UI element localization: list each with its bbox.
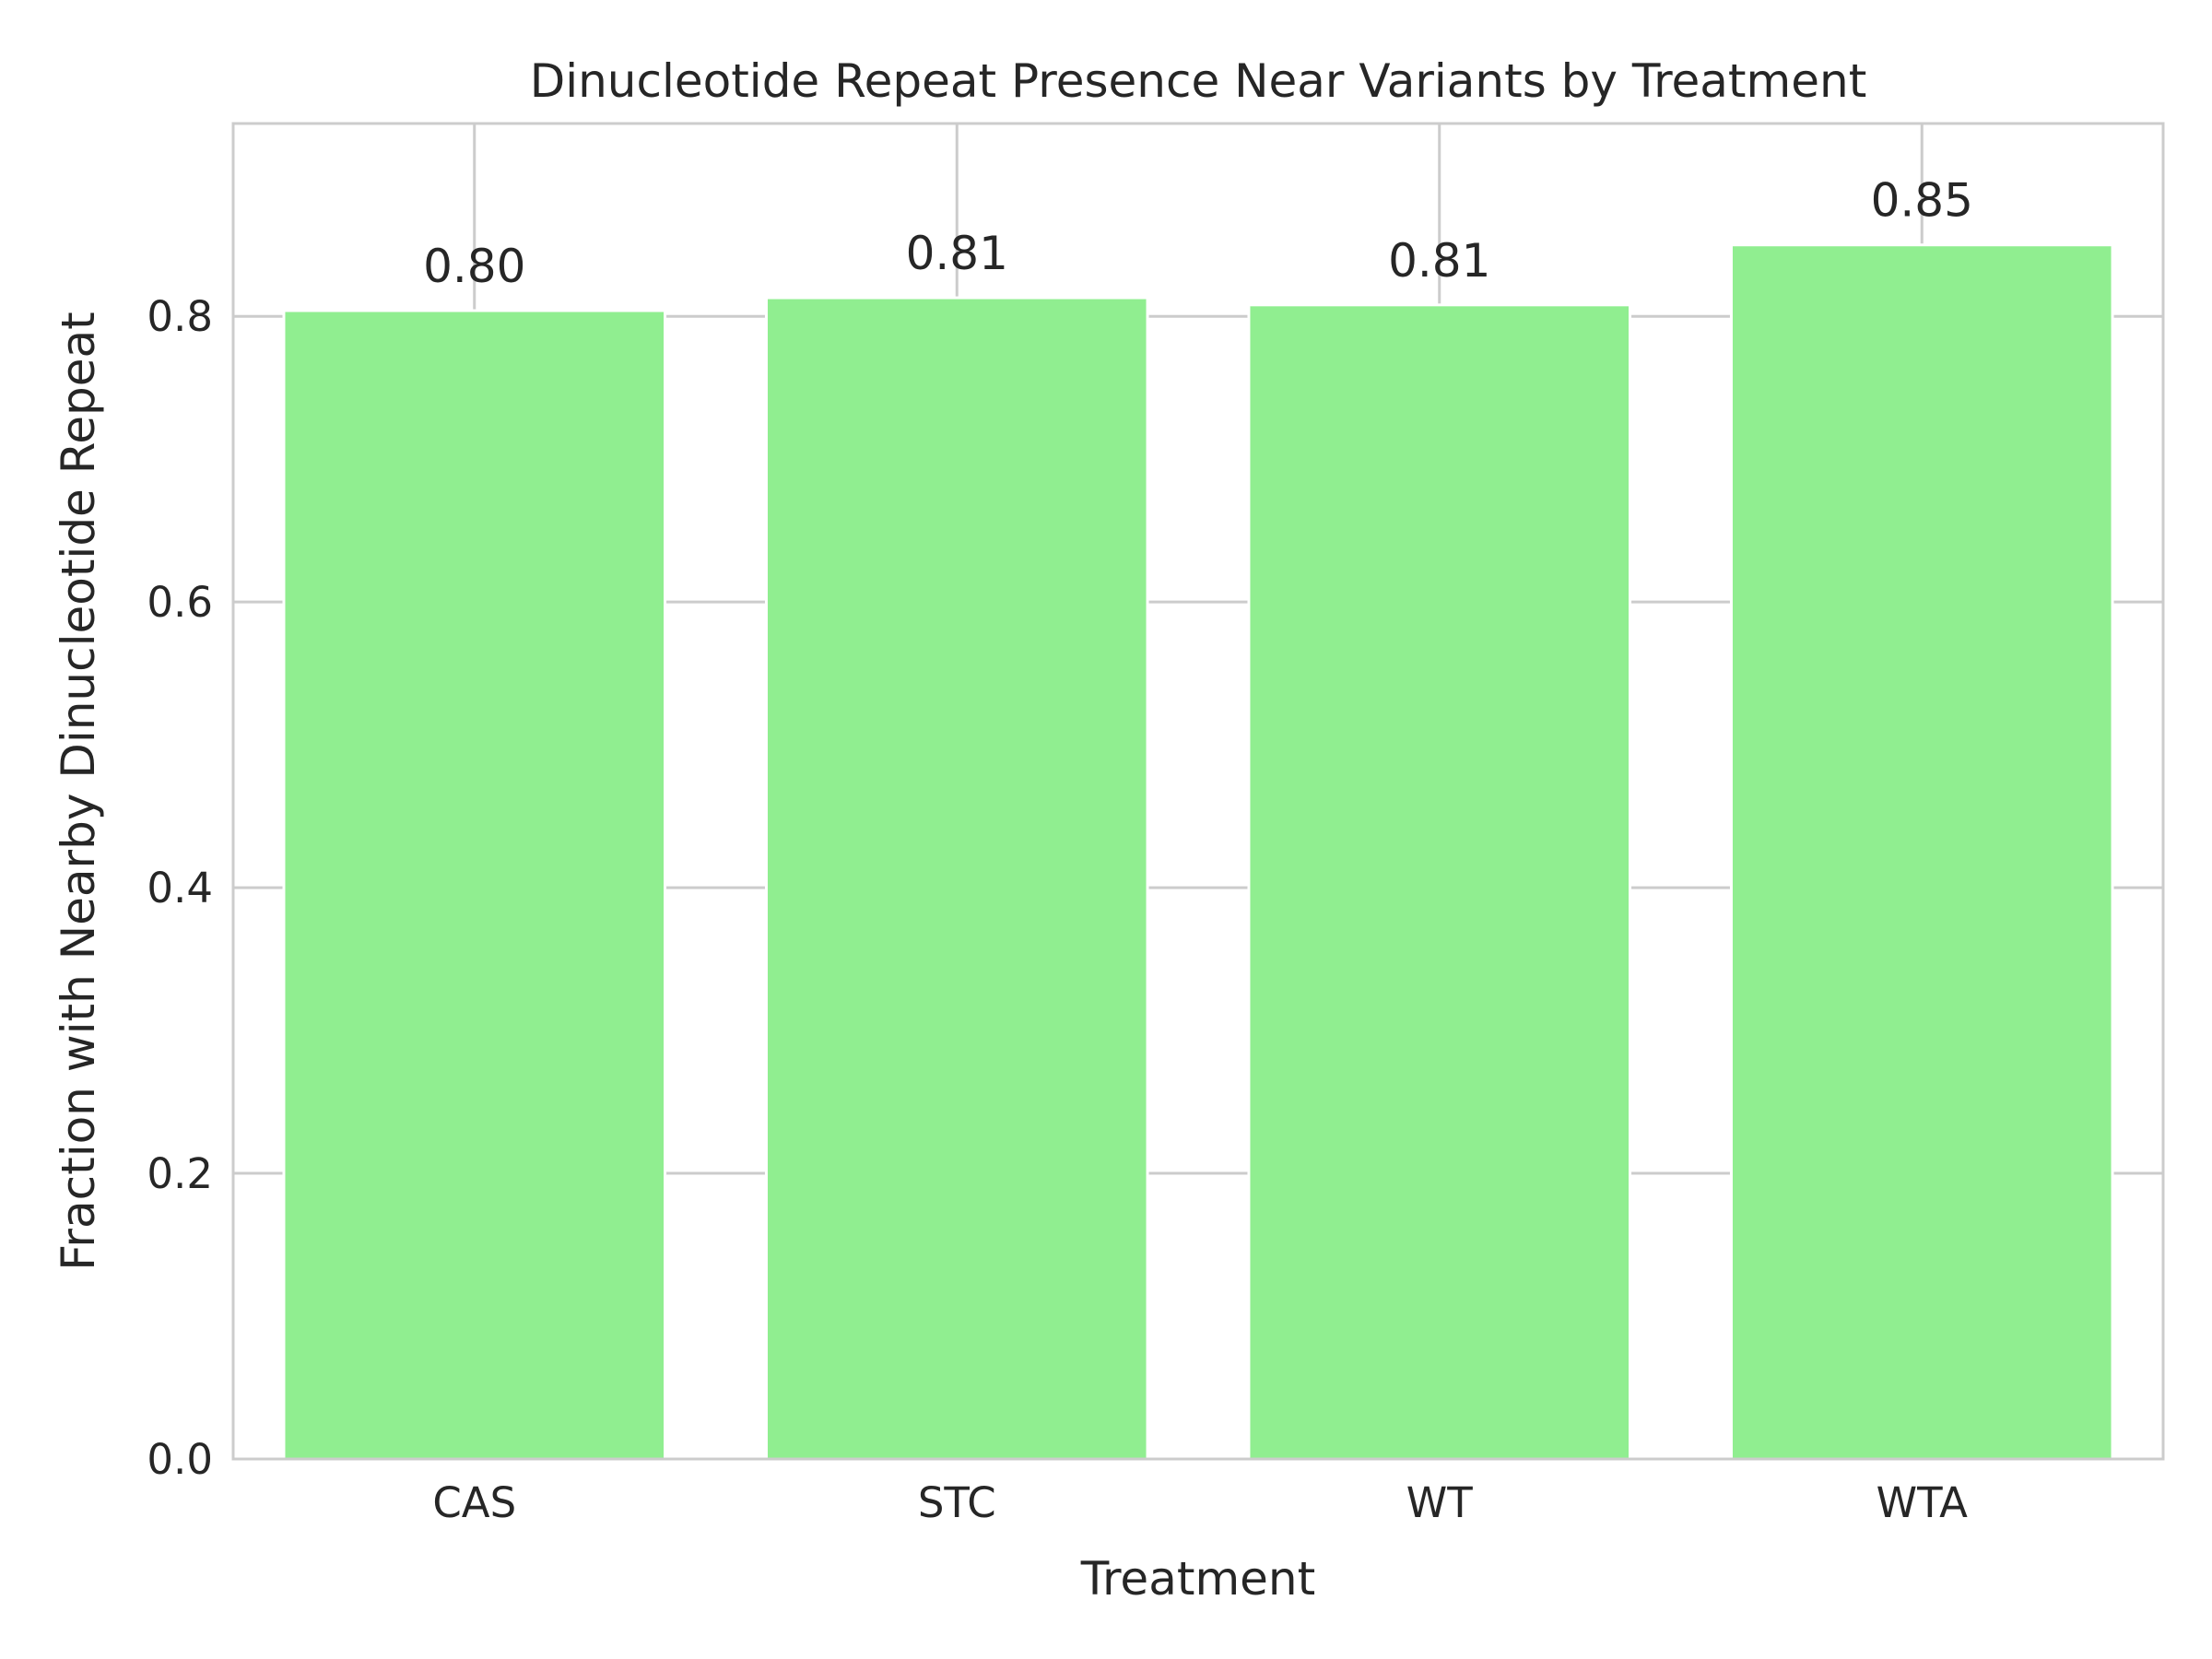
bar-wta bbox=[1729, 243, 2114, 1461]
x-tick-label: STC bbox=[918, 1478, 996, 1527]
y-axis-label: Fraction with Nearby Dinucleotide Repeat bbox=[52, 312, 105, 1270]
ticks-layer: 0.0 0.2 0.4 0.6 0.8 CAS STC WT WTA bbox=[147, 292, 1968, 1527]
x-tick-label: CAS bbox=[432, 1478, 516, 1527]
x-tick-label: WT bbox=[1406, 1478, 1473, 1527]
y-tick-label: 0.8 bbox=[147, 292, 213, 341]
y-tick-label: 0.2 bbox=[147, 1149, 213, 1198]
y-tick-label: 0.4 bbox=[147, 864, 213, 912]
y-tick-label: 0.0 bbox=[147, 1435, 213, 1484]
data-label: 0.80 bbox=[423, 240, 525, 293]
bar-stc bbox=[764, 296, 1149, 1461]
bar-cas bbox=[282, 309, 667, 1461]
bar-wt bbox=[1247, 303, 1632, 1461]
x-tick-label: WTA bbox=[1877, 1478, 1968, 1527]
plot-frame bbox=[231, 122, 2165, 1461]
data-label: 0.85 bbox=[1871, 174, 1973, 228]
y-tick-label: 0.6 bbox=[147, 578, 213, 627]
x-axis-label: Treatment bbox=[1080, 1552, 1315, 1606]
bars-layer bbox=[282, 243, 2114, 1461]
chart-title: Dinucleotide Repeat Presence Near Varian… bbox=[530, 54, 1867, 108]
data-label: 0.81 bbox=[1388, 234, 1490, 288]
labels-layer: 0.80 0.81 0.81 0.85 bbox=[423, 174, 1973, 293]
data-label: 0.81 bbox=[906, 227, 1008, 280]
